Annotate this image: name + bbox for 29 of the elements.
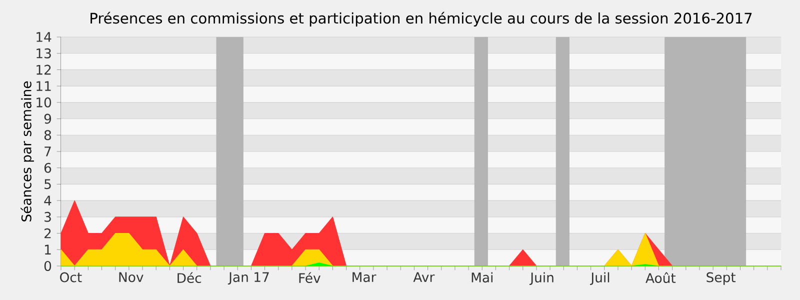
x-tick-label: Juin bbox=[529, 272, 554, 285]
chart-title: Présences en commissions et participation en hémicycle au cours de la session 2016-2017 bbox=[90, 12, 752, 27]
y-tick-label: 13 bbox=[36, 48, 51, 58]
y-tick-label: 4 bbox=[44, 196, 52, 206]
x-tick-label: Déc bbox=[178, 272, 202, 284]
x-tick-label: Mar bbox=[352, 272, 376, 282]
y-tick-label: 14 bbox=[36, 32, 52, 42]
y-tick-label: 6 bbox=[44, 162, 52, 173]
x-tick-label: Jan 17 bbox=[228, 272, 269, 285]
y-tick-label: 10 bbox=[36, 97, 52, 108]
x-tick-label: Avr bbox=[413, 272, 435, 282]
x-tick-label: Oct bbox=[60, 272, 82, 282]
y-tick-label: 7 bbox=[44, 146, 51, 156]
x-tick-label: Juil bbox=[590, 272, 610, 285]
x-tick-label: Sept bbox=[706, 272, 736, 285]
y-tick-label: 11 bbox=[36, 81, 51, 91]
x-tick-label: Août bbox=[646, 272, 676, 284]
y-tick-label: 0 bbox=[44, 260, 52, 271]
x-tick-label: Fév bbox=[299, 272, 320, 284]
y-tick-label: 1 bbox=[45, 244, 51, 254]
y-axis-title: Séances par semaine bbox=[20, 81, 34, 222]
x-tick-label: Mai bbox=[472, 272, 492, 283]
y-tick-label: 8 bbox=[44, 130, 52, 140]
y-tick-label: 12 bbox=[36, 64, 51, 75]
y-tick-label: 9 bbox=[44, 114, 52, 124]
y-tick-label: 2 bbox=[44, 228, 51, 238]
y-tick-label: 3 bbox=[44, 212, 51, 222]
y-tick-label: 5 bbox=[44, 179, 51, 190]
x-tick-label: Nov bbox=[119, 272, 144, 282]
